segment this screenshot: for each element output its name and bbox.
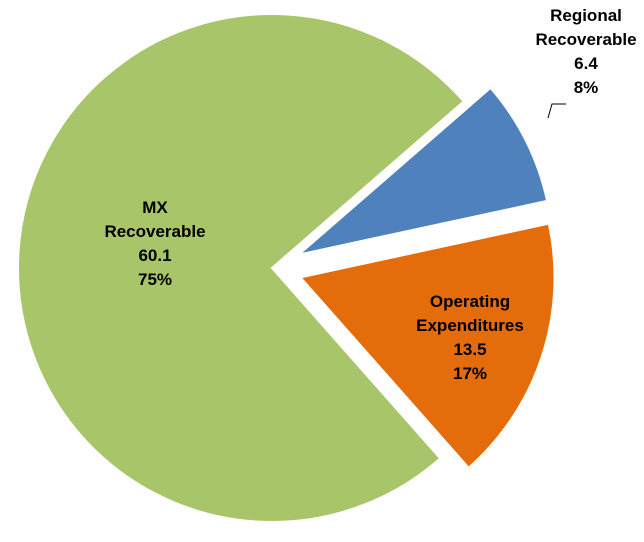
slice-label: Regional Recoverable 6.4 8%	[530, 4, 642, 100]
slice-category: MX Recoverable	[104, 198, 206, 241]
slice-value: 60.1	[138, 246, 172, 265]
pie-slice	[298, 222, 556, 470]
pie-slice	[17, 13, 466, 523]
slice-percent: 75%	[137, 270, 173, 289]
slice-category: Regional Recoverable	[535, 6, 637, 49]
slice-label: MX Recoverable 60.1 75%	[95, 196, 215, 292]
slice-category: Operating Expenditures	[416, 292, 524, 335]
slice-label: Operating Expenditures 13.5 17%	[400, 290, 540, 386]
pie-slice	[298, 86, 549, 256]
slice-value: 6.4	[574, 54, 598, 73]
slice-percent: 8%	[573, 78, 599, 97]
slice-percent: 17%	[452, 364, 488, 383]
leader-line	[547, 103, 566, 119]
slice-value: 13.5	[453, 340, 487, 359]
